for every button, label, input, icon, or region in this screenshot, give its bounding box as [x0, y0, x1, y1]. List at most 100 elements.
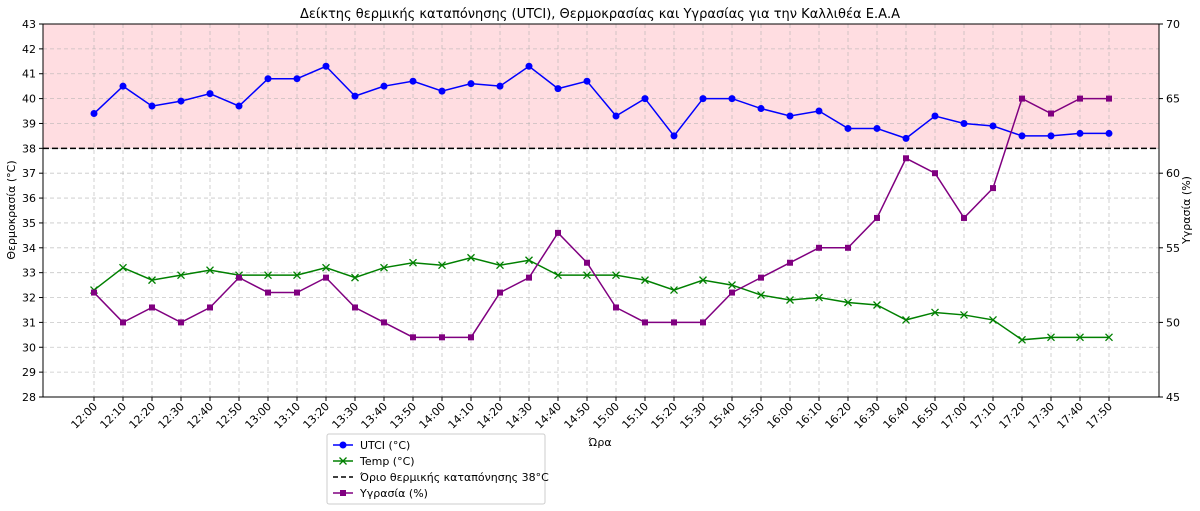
- y2-tick-label: 55: [1166, 242, 1180, 255]
- y2-axis-label: Υγρασία (%): [1180, 176, 1193, 245]
- point-utci: [1047, 132, 1055, 140]
- legend-label-temp: Temp (°C): [359, 455, 415, 468]
- y-axis-label: Θερμοκρασία (°C): [5, 160, 18, 259]
- point-temp: [989, 315, 997, 324]
- point-utci: [583, 77, 591, 85]
- point-humidity: [932, 170, 938, 177]
- point-temp: [757, 291, 765, 300]
- point-humidity: [294, 289, 300, 296]
- point-temp: [902, 315, 910, 324]
- y-tick-label: 29: [22, 366, 36, 379]
- y-tick-label: 36: [22, 192, 36, 205]
- point-humidity: [1019, 95, 1025, 102]
- x-tick-label: 12:40: [185, 400, 217, 432]
- x-tick-label: 12:10: [98, 400, 130, 432]
- point-utci: [641, 95, 649, 103]
- x-tick-label: 17:40: [1055, 400, 1087, 432]
- x-tick-label: 13:30: [330, 400, 362, 432]
- x-tick-label: 13:10: [272, 400, 304, 432]
- point-utci: [1105, 129, 1113, 137]
- point-utci: [960, 119, 968, 127]
- point-humidity: [990, 185, 996, 192]
- point-humidity: [497, 289, 503, 296]
- point-humidity: [816, 244, 822, 251]
- point-humidity: [555, 229, 561, 236]
- point-utci: [1018, 132, 1026, 140]
- y2-tick-label: 45: [1166, 391, 1180, 404]
- point-utci: [409, 77, 417, 85]
- point-humidity: [642, 319, 648, 326]
- legend-entry-utci: UTCI (°C): [333, 439, 410, 452]
- point-humidity: [439, 334, 445, 341]
- y-tick-label: 37: [22, 167, 36, 180]
- point-temp: [1047, 333, 1055, 342]
- point-humidity: [903, 155, 909, 162]
- x-tick-label: 15:50: [736, 400, 768, 432]
- point-utci: [931, 112, 939, 120]
- point-utci: [380, 82, 388, 90]
- point-humidity: [874, 214, 880, 221]
- point-utci: [467, 80, 475, 88]
- point-humidity: [91, 289, 97, 296]
- y2-tick-label: 70: [1166, 18, 1180, 31]
- point-utci: [293, 75, 301, 83]
- point-humidity: [1106, 95, 1112, 102]
- series-layer: [43, 62, 1159, 344]
- point-humidity: [468, 334, 474, 341]
- series-line-temp: [93, 256, 1109, 341]
- plot-background: [43, 24, 1159, 149]
- x-tick-label: 13:40: [359, 400, 391, 432]
- point-utci: [90, 110, 98, 118]
- point-utci: [554, 85, 562, 93]
- x-tick-label: 15:10: [620, 400, 652, 432]
- x-tick-label: 13:00: [243, 400, 275, 432]
- x-tick-label: 14:30: [504, 400, 536, 432]
- point-humidity: [1077, 95, 1083, 102]
- x-tick-label: 17:50: [1084, 400, 1116, 432]
- series-line-utci: [93, 65, 1109, 140]
- x-tick-label: 16:50: [910, 400, 942, 432]
- point-utci: [148, 102, 156, 110]
- plot-frame: [42, 23, 1160, 398]
- point-temp: [438, 261, 446, 270]
- point-temp: [380, 263, 388, 272]
- point-humidity: [149, 304, 155, 311]
- point-humidity: [787, 259, 793, 266]
- point-temp: [264, 271, 272, 280]
- point-temp: [351, 273, 359, 282]
- point-utci: [235, 102, 243, 110]
- legend-box: [326, 433, 546, 505]
- x-tick-label: 14:50: [562, 400, 594, 432]
- legend-entry-temp: Temp (°C): [333, 455, 415, 468]
- point-humidity: [207, 304, 213, 311]
- point-utci: [525, 62, 533, 70]
- point-humidity: [613, 304, 619, 311]
- point-humidity: [729, 289, 735, 296]
- y-tick-label: 42: [22, 43, 36, 56]
- x-tick-label: 12:30: [156, 400, 188, 432]
- point-humidity: [584, 259, 590, 266]
- y-tick-label: 31: [22, 316, 36, 329]
- x-tick-label: 13:50: [388, 400, 420, 432]
- point-utci: [206, 90, 214, 98]
- point-temp: [1018, 335, 1026, 344]
- point-humidity: [381, 319, 387, 326]
- point-temp: [467, 253, 475, 262]
- y2-tick-label: 60: [1166, 167, 1180, 180]
- point-humidity: [236, 274, 242, 281]
- point-utci: [757, 105, 765, 113]
- y-tick-label: 41: [22, 68, 36, 81]
- x-tick-label: 16:10: [794, 400, 826, 432]
- x-tick-label: 14:20: [475, 400, 507, 432]
- point-temp: [148, 276, 156, 285]
- point-humidity: [352, 304, 358, 311]
- point-utci: [119, 82, 127, 90]
- point-utci: [786, 112, 794, 120]
- point-utci: [728, 95, 736, 103]
- x-tick-label: 17:20: [997, 400, 1029, 432]
- point-temp: [1105, 333, 1113, 342]
- point-utci: [989, 122, 997, 130]
- x-axis-label: Ώρα: [587, 436, 611, 449]
- legend-circle-icon: [339, 441, 347, 449]
